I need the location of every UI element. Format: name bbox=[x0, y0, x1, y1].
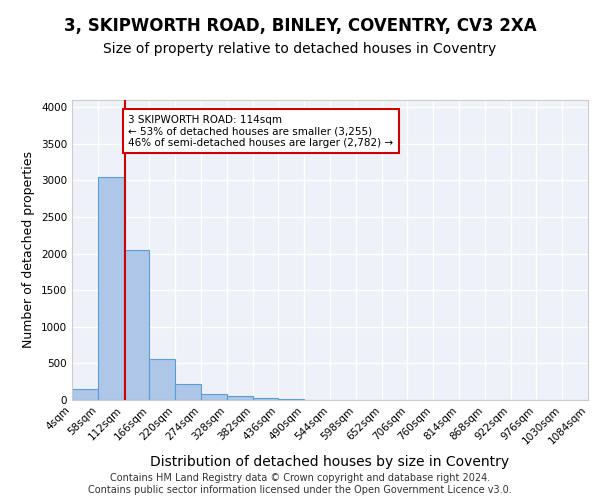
Text: Contains HM Land Registry data © Crown copyright and database right 2024.
Contai: Contains HM Land Registry data © Crown c… bbox=[88, 474, 512, 495]
Text: 3, SKIPWORTH ROAD, BINLEY, COVENTRY, CV3 2XA: 3, SKIPWORTH ROAD, BINLEY, COVENTRY, CV3… bbox=[64, 18, 536, 36]
Text: 3 SKIPWORTH ROAD: 114sqm
← 53% of detached houses are smaller (3,255)
46% of sem: 3 SKIPWORTH ROAD: 114sqm ← 53% of detach… bbox=[128, 114, 394, 148]
Bar bbox=[201, 394, 227, 400]
Y-axis label: Number of detached properties: Number of detached properties bbox=[22, 152, 35, 348]
Bar bbox=[175, 384, 201, 400]
Bar bbox=[149, 360, 175, 400]
Bar bbox=[253, 398, 278, 400]
Bar bbox=[124, 250, 149, 400]
Bar bbox=[227, 396, 253, 400]
X-axis label: Distribution of detached houses by size in Coventry: Distribution of detached houses by size … bbox=[151, 454, 509, 468]
Bar bbox=[98, 177, 124, 400]
Text: Size of property relative to detached houses in Coventry: Size of property relative to detached ho… bbox=[103, 42, 497, 56]
Bar bbox=[72, 389, 98, 400]
